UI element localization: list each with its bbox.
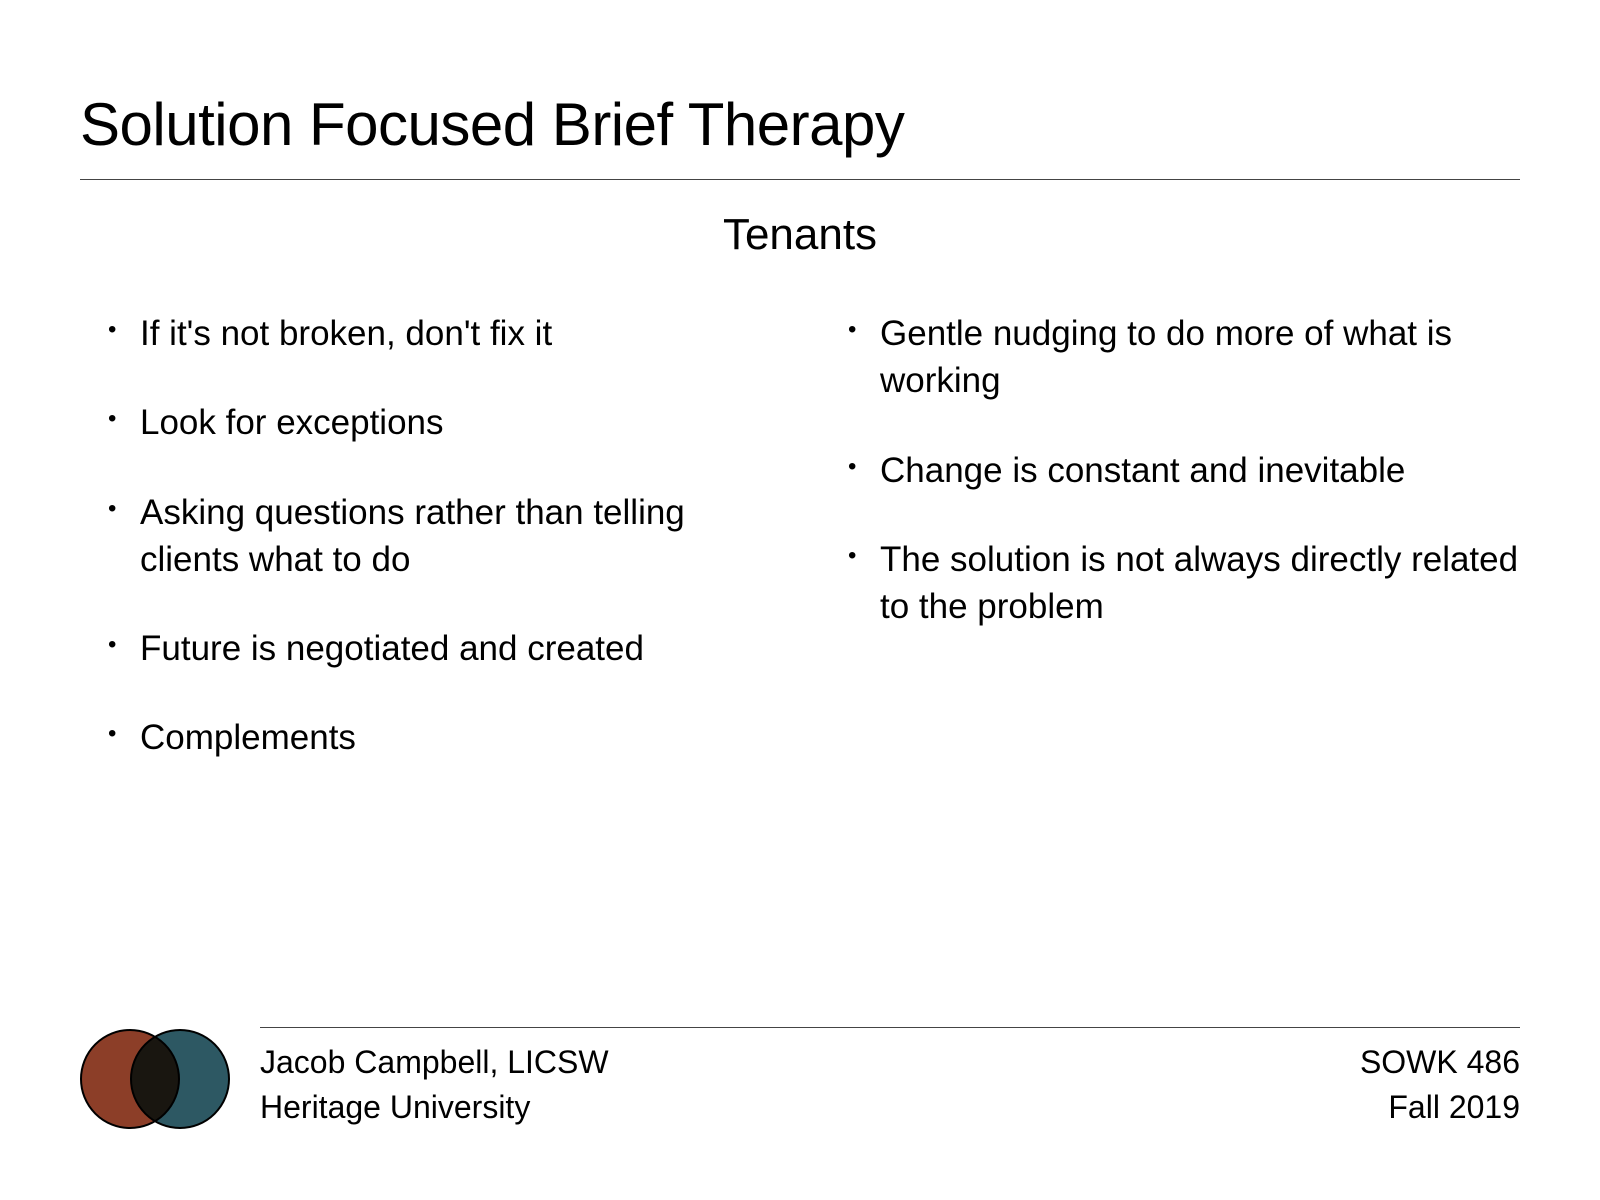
- bullet-item: If it's not broken, don't fix it: [100, 310, 780, 357]
- slide-title: Solution Focused Brief Therapy: [80, 90, 1520, 159]
- bullet-item: Look for exceptions: [100, 399, 780, 446]
- footer-institution: Heritage University: [260, 1085, 609, 1130]
- footer-text: Jacob Campbell, LICSW Heritage Universit…: [260, 1040, 1520, 1130]
- footer-content: Jacob Campbell, LICSW Heritage Universit…: [260, 1027, 1520, 1130]
- venn-logo: [80, 1029, 230, 1129]
- left-bullet-list: If it's not broken, don't fix it Look fo…: [80, 310, 780, 762]
- footer-course: SOWK 486: [1360, 1040, 1520, 1085]
- footer-right: SOWK 486 Fall 2019: [1360, 1040, 1520, 1130]
- footer-term: Fall 2019: [1360, 1085, 1520, 1130]
- footer-left: Jacob Campbell, LICSW Heritage Universit…: [260, 1040, 609, 1130]
- right-bullet-list: Gentle nudging to do more of what is wor…: [820, 310, 1520, 630]
- slide-container: Solution Focused Brief Therapy Tenants I…: [0, 0, 1600, 1200]
- bullet-item: Change is constant and inevitable: [840, 447, 1520, 494]
- bullet-item: Future is negotiated and created: [100, 625, 780, 672]
- bullet-item: Gentle nudging to do more of what is wor…: [840, 310, 1520, 405]
- left-column: If it's not broken, don't fix it Look fo…: [80, 310, 780, 1027]
- bullet-item: Complements: [100, 714, 780, 761]
- footer-author: Jacob Campbell, LICSW: [260, 1040, 609, 1085]
- footer-divider: [260, 1027, 1520, 1028]
- bullet-item: The solution is not always directly rela…: [840, 536, 1520, 631]
- slide-subtitle: Tenants: [80, 210, 1520, 260]
- bullet-item: Asking questions rather than telling cli…: [100, 489, 780, 584]
- right-column: Gentle nudging to do more of what is wor…: [820, 310, 1520, 1027]
- slide-footer: Jacob Campbell, LICSW Heritage Universit…: [80, 1027, 1520, 1150]
- content-columns: If it's not broken, don't fix it Look fo…: [80, 310, 1520, 1027]
- logo-circle-blue: [130, 1029, 230, 1129]
- title-divider: [80, 179, 1520, 180]
